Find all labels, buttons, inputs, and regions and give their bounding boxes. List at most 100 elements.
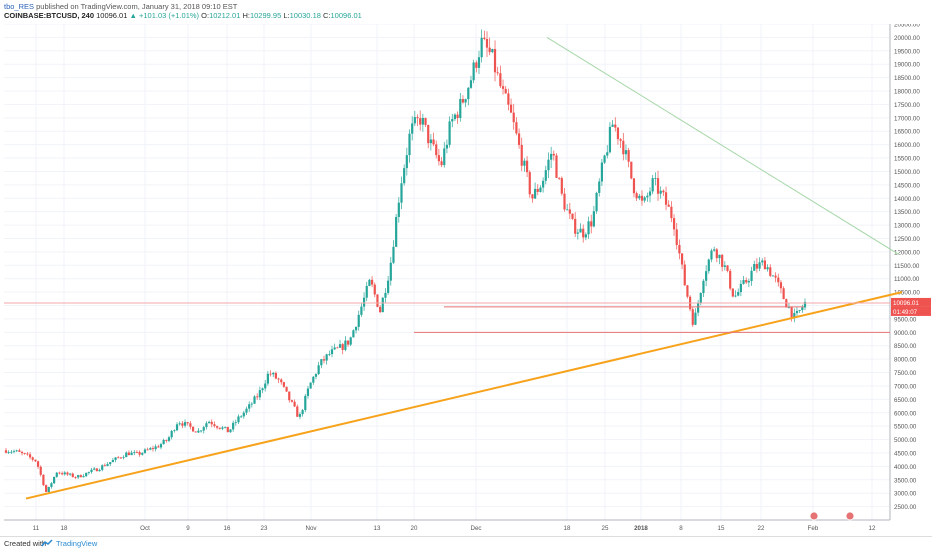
- candle-body: [469, 80, 473, 88]
- candle-body: [782, 288, 785, 300]
- price-change: ▲ +101.03 (+1.01%): [129, 11, 200, 20]
- candle-body: [4, 450, 8, 453]
- candle-body: [146, 449, 149, 451]
- candle-body: [501, 86, 505, 89]
- candle-body: [600, 162, 604, 182]
- time-tick-label: 18: [564, 525, 571, 532]
- candle-body: [651, 178, 654, 192]
- candle-body: [333, 347, 336, 350]
- candle-body: [691, 309, 694, 325]
- candle-body: [328, 354, 331, 355]
- candle-body: [320, 359, 323, 366]
- candle-body: [31, 457, 34, 460]
- candle-body: [504, 88, 507, 94]
- candle-body: [207, 421, 211, 424]
- candle-body: [758, 262, 761, 269]
- candle-body: [400, 183, 403, 203]
- candle-body: [157, 446, 160, 448]
- tradingview-logo-icon: [41, 539, 53, 547]
- candle-body: [707, 259, 710, 272]
- candle-body: [15, 450, 18, 452]
- candle-body: [408, 133, 411, 156]
- candle-body: [293, 401, 296, 407]
- time-tick-label: 20: [411, 525, 418, 532]
- price-tick-label: 16500.00: [894, 129, 920, 136]
- candle-body: [638, 195, 641, 199]
- price-tick-label: 3000.00: [894, 491, 917, 498]
- candle-body: [314, 374, 318, 377]
- candle-body: [536, 188, 539, 192]
- candle-body: [149, 448, 152, 450]
- candle-body: [362, 297, 366, 307]
- candle-body: [95, 468, 98, 472]
- price-tick-label: 3500.00: [894, 477, 917, 484]
- candle-body: [93, 468, 96, 470]
- chart-header: tbo_RES published on TradingView.com, Ja…: [0, 0, 932, 24]
- chart-area[interactable]: 2500.00 3000.00 3500.00 4000.00 4500.00 5000.…: [4, 24, 932, 536]
- candle-body: [395, 217, 398, 247]
- candle-body: [648, 191, 652, 196]
- candle-body: [576, 232, 579, 234]
- candle-body: [509, 104, 513, 113]
- price-chart[interactable]: 2500.00 3000.00 3500.00 4000.00 4500.00 5000.…: [4, 24, 932, 536]
- candle-body: [715, 249, 718, 259]
- candle-body: [552, 153, 555, 156]
- candle-body: [729, 270, 732, 289]
- candle-body: [39, 466, 42, 475]
- us-flag-icon: [809, 511, 819, 521]
- candle-body: [354, 326, 358, 331]
- candle-body: [199, 430, 203, 432]
- candle-body: [53, 476, 56, 484]
- candle-body: [87, 471, 90, 473]
- candle-body: [750, 270, 753, 281]
- candle-body: [344, 340, 347, 350]
- candle-body: [280, 379, 283, 383]
- author-name[interactable]: tbo_RES: [4, 2, 35, 11]
- candle-body: [453, 114, 457, 120]
- candle-body: [598, 181, 601, 193]
- candle-body: [579, 228, 582, 233]
- tradingview-brand[interactable]: TradingView: [56, 539, 98, 548]
- candle-body: [266, 373, 269, 384]
- candle-body: [432, 139, 435, 145]
- candle-body: [269, 373, 272, 375]
- candle-body: [189, 423, 192, 427]
- candle-body: [368, 279, 371, 286]
- price-tick-label: 9500.00: [894, 316, 917, 323]
- time-tick-label: 11: [33, 525, 40, 532]
- candle-body: [795, 311, 799, 314]
- candle-body: [574, 218, 577, 234]
- last-price: 10096.01: [96, 11, 128, 20]
- candle-body: [85, 472, 88, 477]
- price-tick-label: 11500.00: [894, 263, 920, 270]
- candle-body: [111, 460, 114, 463]
- candle-body: [411, 123, 414, 134]
- candle-body: [419, 118, 422, 125]
- candle-body: [654, 178, 657, 179]
- candle-body: [258, 390, 261, 398]
- price-tick-label: 14500.00: [894, 182, 920, 189]
- candle-body: [424, 117, 427, 125]
- publication-info: published on TradingView.com, January 31…: [36, 2, 238, 11]
- candle-body: [739, 283, 742, 293]
- candle-body: [154, 446, 157, 450]
- candle-body: [630, 161, 633, 179]
- candle-body: [226, 426, 229, 433]
- resistance-trend-line: [546, 36, 900, 255]
- candle-body: [467, 87, 470, 100]
- publication-line: tbo_RES published on TradingView.com, Ja…: [4, 2, 237, 11]
- candle-body: [301, 410, 304, 415]
- candle-body: [483, 37, 486, 39]
- time-tick-label: 25: [602, 525, 609, 532]
- candle-body: [159, 444, 163, 448]
- candle-body: [798, 310, 801, 312]
- candle-body: [437, 155, 441, 162]
- symbol-line: COINBASE:BTCUSD, 240 10096.01 ▲ +101.03 …: [4, 11, 362, 20]
- candle-body: [63, 472, 66, 475]
- candle-body: [718, 254, 721, 259]
- candle-body: [753, 264, 756, 271]
- candle-body: [723, 265, 726, 267]
- candle-body: [488, 47, 491, 53]
- candle-body: [632, 178, 636, 194]
- candle-body: [261, 388, 264, 391]
